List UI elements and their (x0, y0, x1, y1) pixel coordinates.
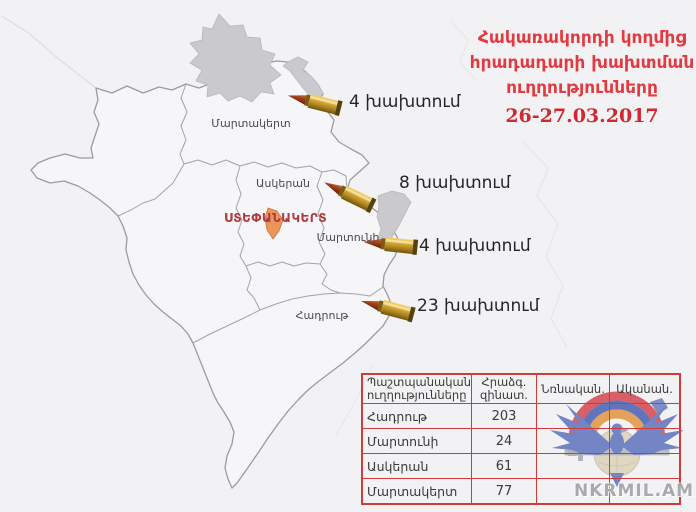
table-header-row: Պաշտպանական ուղղությունները Հրաձգ. զինատ… (361, 373, 681, 404)
table-header-mortar: Ականան. (609, 373, 681, 404)
direction-cell: Մարտակերտ (361, 478, 472, 505)
region-label-martuni: Մարտունի (316, 231, 380, 244)
firearms-cell: 61 (471, 453, 537, 479)
violation-count-label: 4 խախտում (419, 236, 531, 256)
title-line: Հակառակորդի կողմից (477, 28, 687, 48)
table-row: Ասկերան 61 (361, 453, 681, 479)
mortar-cell (609, 478, 681, 505)
table-row: Մարտունի 24 (361, 428, 681, 454)
violations-table: Պաշտպանական ուղղությունները Հրաձգ. զինատ… (361, 373, 681, 505)
region-label-hadrut: Հադրութ (295, 309, 349, 322)
violation-count-label: 23 խախտում (417, 296, 540, 316)
firearms-cell: 24 (471, 428, 537, 454)
region-label-askeran: Ասկերան (255, 177, 310, 190)
mortar-cell (609, 453, 681, 479)
table-header-firearms: Հրաձգ. զինատ. (471, 373, 537, 404)
grenade-cell (536, 428, 610, 454)
mortar-cell (609, 403, 681, 429)
title-block: Հակառակորդի կողմից հրադադարի խախտման ուղ… (468, 26, 696, 129)
grey-area-north (189, 13, 282, 103)
grenade-cell (536, 453, 610, 479)
table-row: Հադրութ 203 (361, 403, 681, 429)
capital-label-stepanakert: ՍՏԵՓԱՆԱԿԵՐՏ (224, 211, 328, 225)
table-header-grenade: Նռնական. (536, 373, 610, 404)
grenade-cell (536, 403, 610, 429)
violation-count-label: 4 խախտում (349, 92, 461, 112)
nkrmil-watermark: NKRMIL.AM (574, 481, 695, 501)
firearms-cell: 77 (471, 478, 537, 505)
grenade-cell (536, 478, 610, 505)
title-line: ուղղությունները (506, 78, 658, 98)
violation-count-label: 8 խախտում (399, 173, 511, 193)
grey-areas (189, 13, 412, 248)
firearms-cell: 203 (471, 403, 537, 429)
title-date: 26-27.03.2017 (505, 105, 659, 127)
direction-cell: Մարտունի (361, 428, 472, 454)
table-row: Մարտակերտ 77 (361, 478, 681, 505)
table-header-directions: Պաշտպանական ուղղությունները (361, 373, 472, 404)
direction-cell: Ասկերան (361, 453, 472, 479)
region-label-martakert: Մարտակերտ (211, 117, 291, 130)
direction-cell: Հադրութ (361, 403, 472, 429)
mortar-cell (609, 428, 681, 454)
region-boundaries (117, 83, 384, 344)
title-line: հրադադարի խախտման (469, 53, 695, 73)
stepanakert-area (264, 207, 284, 240)
